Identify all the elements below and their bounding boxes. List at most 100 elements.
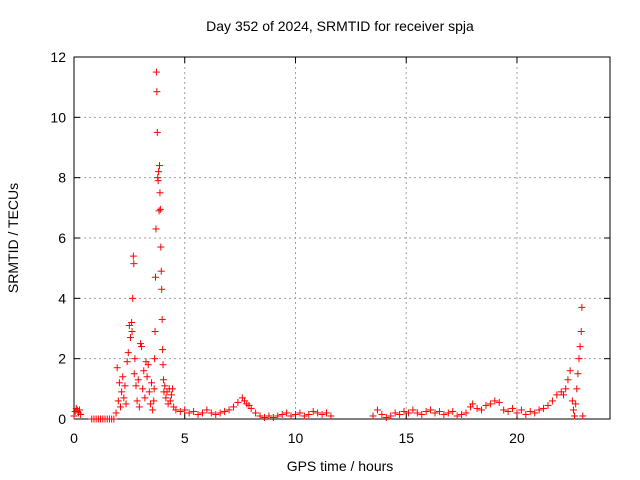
data-point [120, 394, 128, 402]
data-point [540, 404, 548, 412]
data-point [409, 406, 417, 414]
data-point [166, 397, 174, 405]
data-point [156, 189, 164, 197]
data-point [118, 388, 126, 396]
data-point [453, 412, 461, 420]
data-point [194, 410, 202, 418]
data-point [469, 400, 477, 408]
data-point [172, 406, 180, 414]
grid-lines [74, 57, 610, 419]
data-point [553, 391, 561, 399]
data-point [161, 382, 169, 390]
data-point [155, 162, 163, 170]
data-point [112, 409, 120, 417]
data-point [128, 318, 136, 326]
data-point [221, 407, 229, 415]
data-point [140, 367, 148, 375]
data-point [207, 409, 215, 417]
data-point [495, 398, 503, 406]
data-point [486, 400, 494, 408]
data-point [138, 343, 146, 351]
data-point [318, 410, 326, 418]
data-point [296, 409, 304, 417]
data-point [314, 409, 322, 417]
data-point [327, 412, 335, 420]
data-point [129, 252, 137, 260]
y-axis-label: SRMTID / TECUs [5, 183, 21, 293]
data-point [150, 385, 158, 393]
data-point [373, 406, 381, 414]
data-point [157, 243, 165, 251]
data-point [72, 404, 80, 412]
data-point [154, 177, 162, 185]
data-point [247, 404, 255, 412]
data-point [115, 379, 123, 387]
data-point [378, 410, 386, 418]
data-point [577, 328, 585, 336]
data-point [113, 364, 121, 372]
data-point [575, 355, 583, 363]
chart-title: Day 352 of 2024, SRMTID for receiver spj… [206, 18, 474, 34]
data-point [564, 376, 572, 384]
data-point [128, 328, 136, 336]
data-point [322, 409, 330, 417]
data-point [400, 407, 408, 415]
data-point [146, 400, 154, 408]
data-point [152, 68, 160, 76]
data-point [216, 409, 224, 417]
data-point [133, 397, 141, 405]
data-point [143, 373, 151, 381]
data-point [462, 409, 470, 417]
data-point [139, 385, 147, 393]
data-point [156, 205, 164, 213]
data-point [548, 397, 556, 405]
data-point [132, 382, 140, 390]
data-point [562, 385, 570, 393]
data-point [148, 379, 156, 387]
data-point [283, 409, 291, 417]
data-point [176, 407, 184, 415]
data-point [70, 412, 78, 420]
x-tick-label: 15 [398, 430, 414, 446]
data-point [153, 128, 161, 136]
data-point [269, 413, 277, 421]
data-point [444, 409, 452, 417]
y-tick-label: 12 [50, 49, 66, 65]
data-point [544, 401, 552, 409]
data-point [159, 361, 167, 369]
data-point [504, 407, 512, 415]
data-point [119, 373, 127, 381]
data-point [418, 410, 426, 418]
data-point [440, 410, 448, 418]
data-point [141, 394, 149, 402]
data-point [491, 397, 499, 405]
data-point [305, 410, 313, 418]
data-point [157, 267, 165, 275]
data-point [535, 406, 543, 414]
y-tick-label: 6 [58, 230, 66, 246]
data-point [123, 358, 131, 366]
data-point [574, 370, 582, 378]
y-tick-label: 4 [58, 290, 66, 306]
data-point [117, 403, 125, 411]
x-tick-label: 10 [288, 430, 304, 446]
data-point [77, 410, 85, 418]
data-point [134, 376, 142, 384]
data-point [573, 385, 581, 393]
x-tick-label: 0 [70, 430, 78, 446]
data-point [449, 407, 457, 415]
data-point [576, 343, 584, 351]
y-tick-label: 0 [58, 411, 66, 427]
data-point [198, 409, 206, 417]
x-axis-label: GPS time / hours [287, 458, 394, 474]
data-point [291, 410, 299, 418]
data-point [568, 397, 576, 405]
data-point [473, 404, 481, 412]
data-point [391, 409, 399, 417]
y-tick-label: 2 [58, 351, 66, 367]
data-point [274, 412, 282, 420]
data-point [517, 406, 525, 414]
data-point [427, 406, 435, 414]
data-point [256, 412, 264, 420]
